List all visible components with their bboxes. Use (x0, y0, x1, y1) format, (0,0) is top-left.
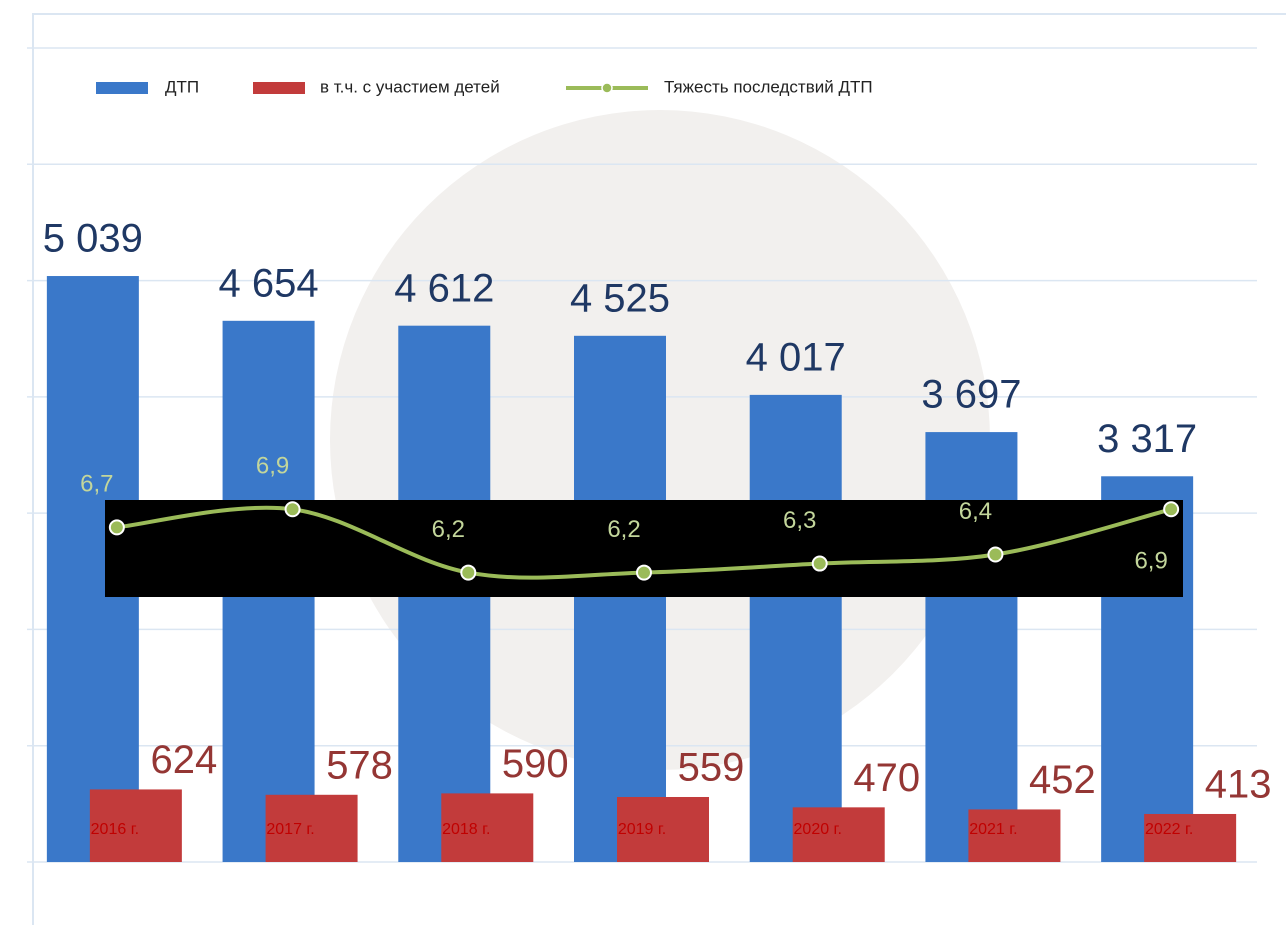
legend: ДТП в т.ч. с участием детей Тяжесть послед… (96, 77, 873, 96)
bar (968, 809, 1061, 862)
value-label: 590 (502, 742, 569, 786)
legend-swatch (96, 82, 148, 94)
value-label: 6,3 (783, 507, 816, 534)
line-marker (987, 546, 1004, 563)
bar (792, 807, 885, 862)
line-marker (636, 564, 652, 581)
value-label: 6,2 (432, 516, 465, 543)
legend-label: Тяжесть последствий ДТП (664, 77, 873, 96)
x-tick-label: 2021 г. (969, 821, 1017, 838)
legend-swatch (253, 82, 305, 94)
value-label: 6,7 (80, 471, 113, 498)
x-tick-label: 2022 г. (1145, 821, 1193, 838)
value-label: 559 (678, 746, 745, 790)
value-label: 6,9 (1134, 548, 1167, 575)
x-tick-label: 2018 г. (442, 821, 490, 838)
line-marker (811, 555, 828, 572)
line-marker (108, 519, 125, 536)
legend-label: ДТП (165, 77, 199, 96)
bar (1144, 813, 1237, 862)
x-tick-label: 2017 г. (266, 821, 314, 838)
x-tick-label: 2016 г. (91, 821, 139, 838)
bar (574, 335, 666, 862)
value-label: 6,9 (256, 453, 289, 480)
frame (32, 13, 1286, 925)
bar (749, 394, 842, 862)
legend-label: в т.ч. с участием детей (320, 77, 500, 96)
bar (89, 789, 182, 862)
bar (925, 432, 1018, 862)
labels: 2016 г. 2017 г. 2018 г. 2019 г. 2020 г. 2021 … (43, 217, 1272, 839)
value-label: 624 (150, 738, 217, 782)
value-label: 413 (1205, 763, 1272, 807)
value-label: 3 317 (1097, 417, 1197, 461)
line-layer (108, 501, 1180, 581)
line-marker (284, 501, 301, 518)
x-tick-label: 2019 г. (618, 821, 666, 838)
value-label: 4 654 (219, 261, 319, 305)
bar (265, 794, 358, 862)
value-label: 470 (853, 756, 920, 800)
value-label: 5 039 (43, 217, 143, 261)
value-label: 3 697 (921, 373, 1021, 417)
x-tick-label: 2020 г. (794, 821, 842, 838)
bar (617, 796, 709, 862)
value-label: 578 (326, 743, 393, 787)
legend-swatch (601, 82, 613, 94)
line-marker (1163, 501, 1180, 518)
line-band (105, 500, 1183, 597)
value-label: 452 (1029, 758, 1096, 802)
value-label: 6,2 (607, 516, 640, 543)
line-marker (460, 564, 477, 581)
bar (441, 793, 534, 862)
value-label: 4 612 (394, 266, 494, 310)
value-label: 6,4 (959, 498, 992, 525)
value-label: 4 525 (570, 276, 670, 320)
value-label: 4 017 (746, 335, 846, 379)
